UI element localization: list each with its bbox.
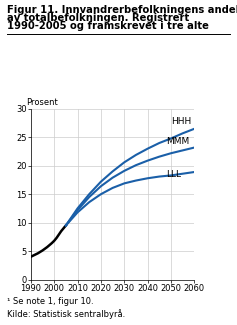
Text: av totalbefolkningen. Registrert: av totalbefolkningen. Registrert: [7, 13, 189, 23]
Text: MMM: MMM: [166, 137, 190, 146]
Text: Prosent: Prosent: [26, 98, 58, 107]
Text: LLL: LLL: [166, 170, 181, 179]
Text: 1990-2005 og framskrevet i tre alte: 1990-2005 og framskrevet i tre alte: [7, 21, 209, 31]
Text: ¹ Se note 1, figur 10.: ¹ Se note 1, figur 10.: [7, 297, 94, 306]
Text: Kilde: Statistisk sentralbyrå.: Kilde: Statistisk sentralbyrå.: [7, 309, 125, 319]
Text: Figur 11. Innvandrerbefolkningens andel: Figur 11. Innvandrerbefolkningens andel: [7, 5, 237, 15]
Text: HHH: HHH: [171, 117, 191, 126]
